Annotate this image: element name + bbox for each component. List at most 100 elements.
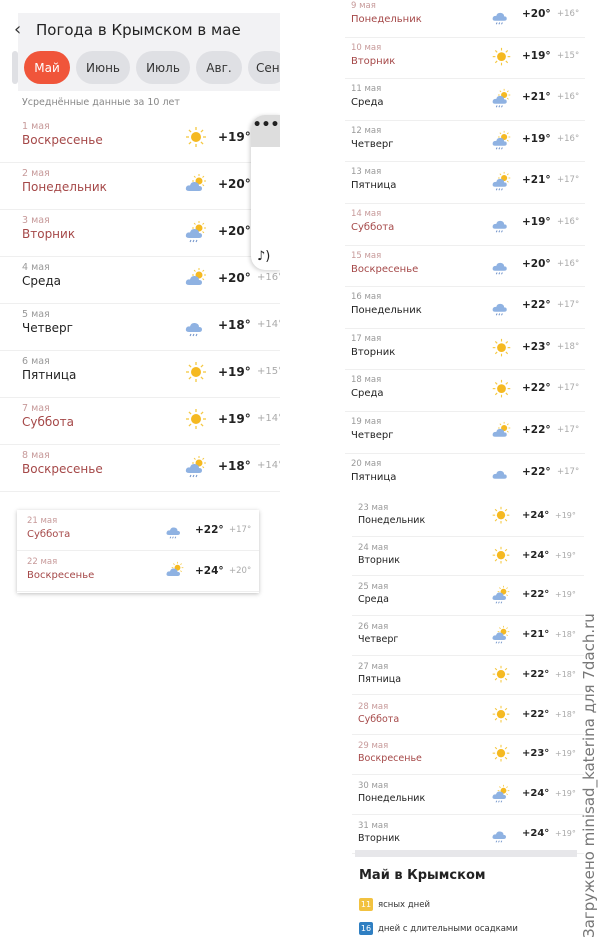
day-temperature: +22° — [522, 708, 550, 720]
watermark: Загружено minisad_katerina для 7dach.ru — [580, 613, 598, 938]
day-temperature: +19° — [522, 216, 551, 228]
night-temperature: +17° — [557, 383, 580, 394]
day-row[interactable]: 18 мая Среда +22° +17° — [345, 370, 585, 412]
day-row[interactable]: 16 мая Понедельник +22° +17° — [345, 287, 585, 329]
cloud-rain-icon — [491, 5, 512, 30]
day-row[interactable]: 15 мая Воскресенье +20° +16° — [345, 246, 585, 288]
day-temperature: +21° — [522, 91, 551, 104]
tab-prev[interactable] — [12, 51, 18, 84]
day-row[interactable]: 21 мая Суббота +22° +17° — [17, 510, 259, 551]
day-row[interactable]: 17 мая Вторник +23° +18° — [345, 329, 585, 371]
day-row[interactable]: 28 мая Суббота +22° +18° — [352, 696, 584, 736]
day-row[interactable]: 9 мая Понедельник +20° +16° — [345, 0, 585, 38]
day-temperature: +19° — [522, 49, 551, 62]
night-temperature: +15° — [257, 366, 280, 377]
sun-icon — [491, 744, 511, 768]
row-date: 5 мая — [22, 309, 50, 320]
night-temperature: +16° — [557, 9, 580, 19]
day-row[interactable]: 30 мая Понедельник +24° +19° — [352, 775, 584, 815]
day-row[interactable]: 1 мая Воскресенье +19° — [0, 116, 280, 163]
sound-icon[interactable]: ♪) — [257, 249, 271, 264]
night-temperature: +19° — [555, 511, 576, 520]
tab-august[interactable]: Авг. — [196, 51, 242, 84]
day-temperature: +24° — [195, 565, 224, 577]
day-row[interactable]: 26 мая Четверг +21° +18° — [352, 616, 584, 656]
cloud-rain-icon — [491, 255, 512, 280]
day-temperature: +22° — [522, 589, 550, 601]
day-temperature: +21° — [522, 174, 551, 187]
day-row[interactable]: 29 мая Воскресенье +23° +19° — [352, 735, 584, 775]
sun-icon — [184, 126, 208, 154]
day-row[interactable]: 10 мая Вторник +19° +15° — [345, 38, 585, 80]
back-chevron-icon[interactable]: ‹ — [14, 19, 22, 40]
more-icon[interactable]: ••• — [251, 115, 280, 147]
partly-cloudy-rain-icon — [184, 220, 208, 248]
day-row[interactable]: 13 мая Пятница +21° +17° — [345, 162, 585, 204]
row-weekday: Понедельник — [358, 792, 426, 804]
row-weekday: Понедельник — [22, 180, 107, 194]
sun-icon — [491, 705, 511, 729]
day-row[interactable]: 2 мая Понедельник +20° — [0, 163, 280, 210]
row-date: 31 мая — [358, 820, 389, 831]
day-row[interactable]: 20 мая Пятница +22° +17° — [345, 454, 585, 486]
day-temperature: +23° — [522, 340, 551, 353]
night-temperature: +19° — [555, 788, 576, 798]
row-date: 10 мая — [351, 42, 382, 53]
night-temperature: +17° — [557, 466, 580, 477]
night-temperature: +16° — [557, 217, 580, 227]
partly-cloudy-rain-icon — [491, 625, 511, 649]
day-row[interactable]: 11 мая Среда +21° +16° — [345, 79, 585, 121]
day-row[interactable]: 19 мая Четверг +22° +17° — [345, 412, 585, 454]
partly-cloudy-icon — [184, 173, 208, 201]
day-row[interactable]: 25 мая Среда +22° +19° — [352, 576, 584, 617]
day-row[interactable]: 27 мая Пятница +22° +18° — [352, 656, 584, 696]
day-row[interactable]: 23 мая Понедельник +24° +19° — [352, 497, 584, 537]
tab-may[interactable]: Май — [24, 51, 70, 84]
day-temperature: +22° — [522, 668, 550, 680]
row-date: 1 мая — [22, 121, 50, 132]
day-row[interactable]: 22 мая Воскресенье +24° +20° — [17, 551, 259, 592]
day-temperature: +24° — [522, 787, 550, 799]
row-date: 15 мая — [351, 250, 382, 261]
day-row[interactable]: 12 мая Четверг +19° +16° — [345, 121, 585, 163]
night-temperature: +19° — [555, 550, 576, 560]
tab-july[interactable]: Июль — [136, 51, 190, 84]
sun-icon — [491, 47, 512, 72]
night-temperature: +19° — [555, 590, 576, 600]
row-weekday: Четверг — [351, 138, 394, 150]
row-weekday: Суббота — [22, 415, 74, 429]
night-temperature: +18° — [555, 630, 576, 640]
row-date: 13 мая — [351, 167, 382, 178]
tab-june[interactable]: Июнь — [76, 51, 130, 84]
day-row[interactable]: 14 мая Суббота +19° +16° — [345, 204, 585, 246]
day-temperature: +24° — [522, 510, 550, 521]
night-temperature: +16° — [557, 92, 580, 103]
day-row[interactable]: 3 мая Вторник +20° — [0, 210, 280, 257]
side-overlay[interactable]: ••• ♪) — [251, 115, 280, 270]
cloud-rain-icon — [491, 296, 512, 321]
day-row[interactable]: 24 мая Вторник +24° +19° — [352, 537, 584, 577]
night-temperature: +19° — [555, 749, 576, 759]
night-temperature: +14° — [257, 460, 280, 471]
row-weekday: Пятница — [351, 180, 397, 192]
day-temperature: +19° — [522, 132, 551, 145]
day-row[interactable]: 31 мая Вторник +24° +19° — [352, 815, 584, 855]
night-temperature: +18° — [557, 341, 580, 352]
row-date: 23 мая — [358, 503, 389, 513]
divider — [355, 850, 577, 857]
tab-september[interactable]: Сен — [248, 51, 280, 84]
row-weekday: Вторник — [358, 554, 401, 566]
row-weekday: Суббота — [358, 713, 400, 725]
cloud-rain-icon — [184, 314, 208, 342]
day-temperature: +23° — [522, 748, 550, 760]
night-temperature: +18° — [555, 709, 576, 719]
partly-cloudy-rain-icon — [491, 130, 512, 155]
night-temperature: +14° — [257, 319, 280, 330]
row-weekday: Четверг — [358, 634, 399, 646]
night-temperature: +15° — [557, 50, 580, 61]
